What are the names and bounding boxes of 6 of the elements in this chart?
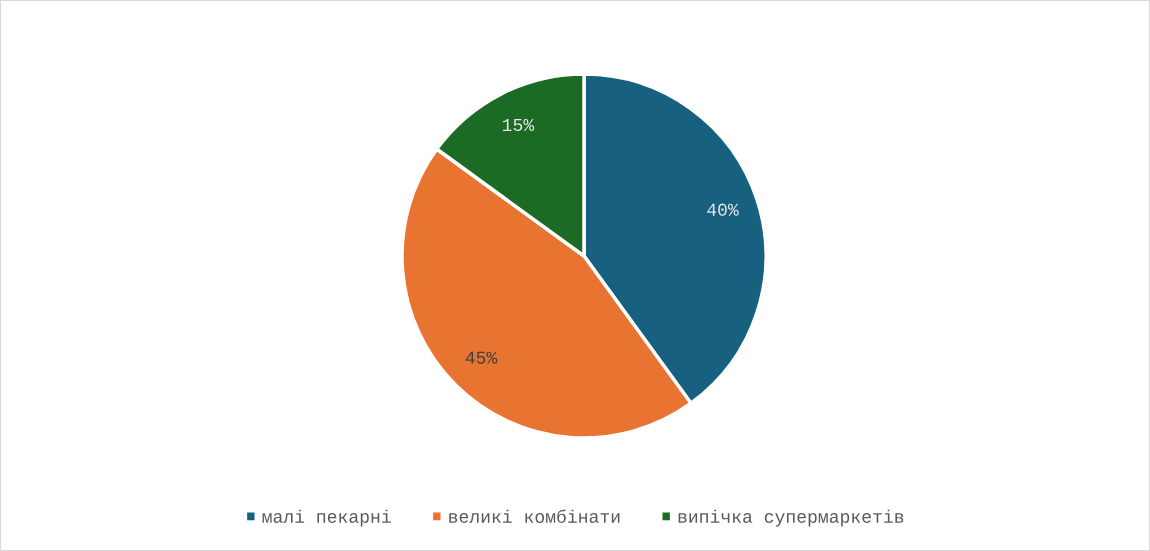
legend-label: малі пекарні [262,509,391,527]
legend-label: великі комбінати [449,509,620,523]
legend-label: випічка супермаркетів [678,509,904,527]
data-label: 45% [465,351,498,364]
data-label: 15% [502,118,535,132]
data-label: 40% [707,203,739,216]
